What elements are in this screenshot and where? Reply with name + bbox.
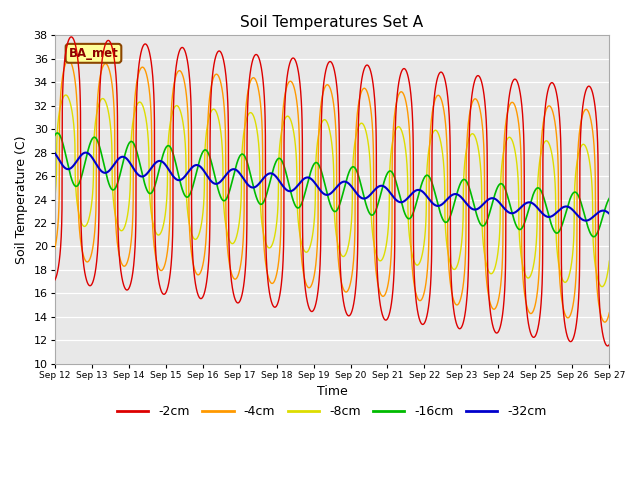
- X-axis label: Time: Time: [317, 385, 348, 398]
- Text: BA_met: BA_met: [68, 47, 118, 60]
- Y-axis label: Soil Temperature (C): Soil Temperature (C): [15, 135, 28, 264]
- Title: Soil Temperatures Set A: Soil Temperatures Set A: [241, 15, 424, 30]
- Legend: -2cm, -4cm, -8cm, -16cm, -32cm: -2cm, -4cm, -8cm, -16cm, -32cm: [112, 400, 552, 423]
